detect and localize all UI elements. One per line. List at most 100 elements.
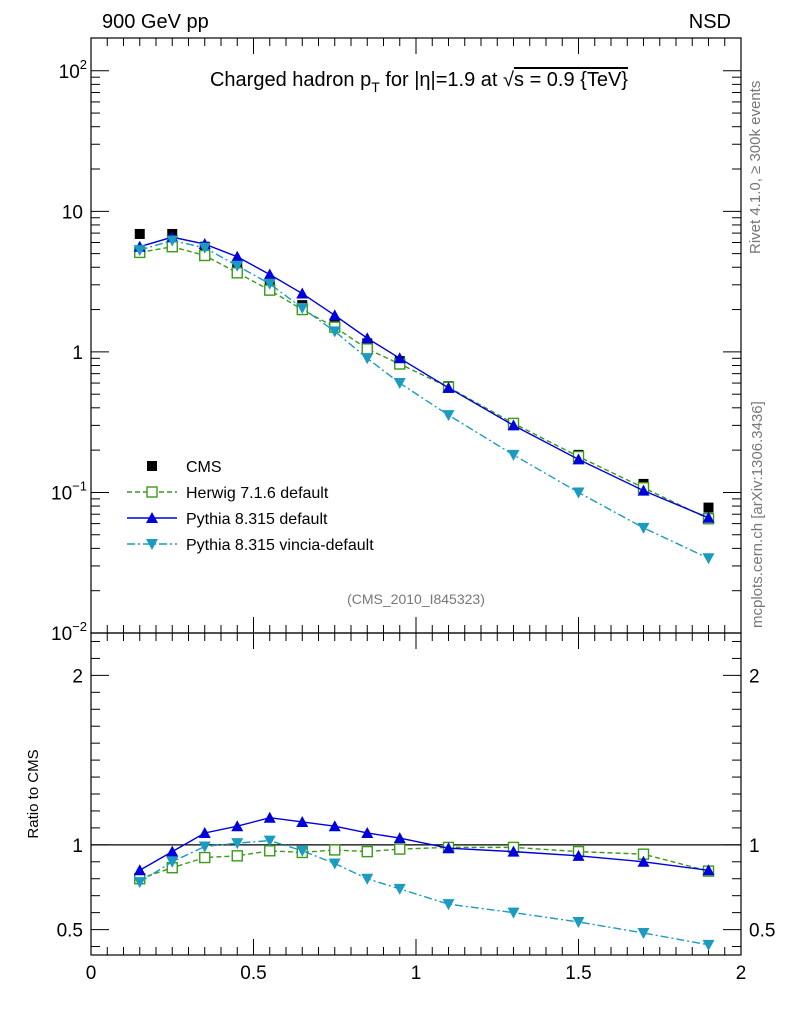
- data-point: [263, 278, 276, 290]
- y-tick-label: 10−2: [51, 619, 87, 645]
- x-tick-label: 1.5: [565, 963, 591, 984]
- y-tick-label: 10−1: [51, 478, 87, 504]
- data-point: [361, 826, 374, 838]
- data-point: [361, 845, 373, 858]
- legend-item-pythia-8-315-vincia-default: Pythia 8.315 vincia-default: [127, 537, 374, 554]
- header-right: NSD: [689, 11, 731, 33]
- series-herwig-7-1-6-default: [134, 841, 715, 885]
- data-point: [361, 353, 374, 365]
- data-point: [572, 849, 585, 861]
- data-point: [702, 511, 715, 523]
- main-title: Charged hadron pT for |η|=1.9 at √s = 0.…: [210, 69, 628, 95]
- legend-label: Pythia 8.315 default: [186, 511, 328, 528]
- legend-item-herwig-7-1-6-default: Herwig 7.1.6 default: [127, 485, 329, 502]
- ratio-y-tick-label: 0.5: [57, 921, 83, 942]
- data-point: [442, 381, 455, 393]
- x-axis: 0 0.5 1 1.5 2: [86, 633, 746, 984]
- series-line-pythia-8-315-vincia-default: [139, 239, 709, 559]
- ratio-ylabel: Ratio to CMS: [25, 749, 42, 838]
- data-point: [393, 352, 406, 364]
- data-point: [296, 815, 309, 827]
- series-line-herwig-7-1-6-default: [139, 846, 709, 880]
- legend-label: CMS: [186, 459, 222, 476]
- legend-item-cms: CMS: [147, 459, 222, 476]
- data-point: [199, 851, 211, 864]
- data-point: [507, 449, 520, 461]
- legend-marker: [146, 539, 158, 550]
- data-point: [572, 453, 585, 465]
- main-panel: 102 10 1 10−1 10−2 Charged hadron pT for |η|…: [51, 37, 742, 645]
- series-pythia-8-315-vincia-default: [133, 235, 715, 565]
- data-point: [442, 899, 455, 911]
- data-point: [263, 811, 276, 823]
- data-point: [703, 502, 714, 513]
- series-pythia-8-315-default: [133, 811, 715, 876]
- data-point: [702, 939, 715, 951]
- x-tick-label: 0.5: [240, 963, 266, 984]
- y-tick-label: 102: [59, 57, 87, 83]
- ratio-y-tick-label-right: 2: [749, 666, 760, 687]
- legend-marker: [147, 461, 157, 471]
- series-line-herwig-7-1-6-default: [139, 245, 709, 520]
- main-x-ticks: [90, 38, 742, 633]
- data-point: [263, 268, 276, 280]
- ratio-panel: 0.5 0.51 12 2 0 0.5 1 1.5 2 Ratio to CMS: [25, 632, 775, 984]
- data-point: [198, 841, 211, 853]
- ratio-y-tick-label: 1: [72, 836, 83, 857]
- ratio-y-tick-label-right: 1: [749, 836, 760, 857]
- main-series: [133, 228, 715, 565]
- series-pythia-8-315-default: [133, 231, 715, 523]
- data-point: [393, 883, 406, 895]
- y-tick-label: 10: [62, 202, 83, 223]
- ratio-y-tick-label-right: 0.5: [749, 921, 775, 942]
- data-point: [231, 250, 244, 262]
- main-y-axis: 102 10 1 10−1 10−2: [51, 57, 741, 645]
- data-point: [166, 856, 179, 868]
- data-point: [393, 832, 406, 844]
- data-point: [231, 260, 244, 272]
- data-point: [507, 845, 520, 857]
- data-point: [231, 838, 244, 850]
- data-point: [166, 845, 179, 857]
- data-point: [361, 873, 374, 885]
- legend-label: Pythia 8.315 vincia-default: [186, 537, 374, 554]
- data-point: [361, 343, 373, 355]
- data-point: [442, 842, 455, 854]
- rivet-label: Rivet 4.1.0, ≥ 300k events: [747, 81, 764, 254]
- data-point: [637, 927, 650, 939]
- ratio-y-tick-label: 2: [72, 666, 83, 687]
- data-point: [264, 845, 276, 857]
- data-point: [133, 864, 146, 876]
- data-point: [637, 484, 650, 496]
- legend-marker: [146, 486, 158, 498]
- data-point: [328, 858, 341, 870]
- data-point: [394, 843, 406, 855]
- data-point: [637, 522, 650, 534]
- ratio-frame: [90, 632, 742, 956]
- x-tick-label: 1: [411, 963, 422, 984]
- header-left: 900 GeV pp: [102, 11, 209, 33]
- data-point: [572, 916, 585, 928]
- series-line-pythia-8-315-vincia-default: [139, 839, 709, 946]
- series-herwig-7-1-6-default: [134, 241, 715, 525]
- data-point: [328, 309, 341, 321]
- data-point: [328, 326, 341, 338]
- data-point: [442, 410, 455, 422]
- series-line-pythia-8-315-default: [139, 817, 709, 871]
- ratio-series: [133, 811, 715, 951]
- data-point: [133, 245, 146, 257]
- ratio-y-axis: 0.5 0.5 1 1 2 2: [57, 640, 775, 948]
- analysis-annotation: (CMS_2010_I845323): [347, 591, 485, 607]
- mcplots-label: mcplots.cern.ch [arXiv:1306.3436]: [749, 401, 766, 628]
- legend: CMS Herwig 7.1.6 default Pythia 8.315 defa…: [127, 459, 374, 554]
- data-point: [263, 835, 276, 847]
- data-point: [133, 877, 146, 889]
- data-point: [329, 844, 341, 856]
- data-point: [198, 242, 211, 254]
- data-point: [637, 855, 650, 867]
- data-point: [134, 228, 145, 239]
- legend-marker: [146, 512, 158, 523]
- series-cms: [134, 228, 714, 513]
- data-point: [507, 907, 520, 919]
